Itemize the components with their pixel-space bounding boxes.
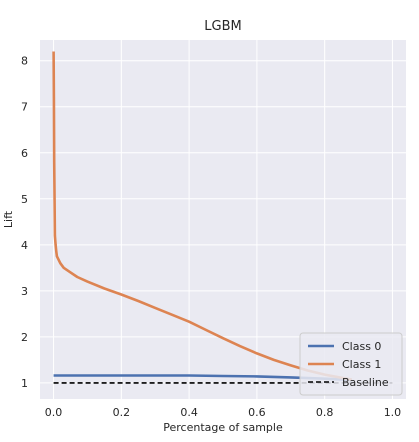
- y-axis-label: Lift: [2, 210, 15, 228]
- x-tick-label: 0.0: [45, 406, 63, 419]
- x-axis-label: Percentage of sample: [163, 421, 283, 434]
- legend-label: Class 1: [342, 358, 381, 371]
- y-tick-label: 7: [21, 101, 28, 114]
- y-tick-label: 8: [21, 55, 28, 68]
- x-axis-ticks: 0.0 0.2 0.4 0.6 0.8 1.0: [45, 406, 401, 419]
- chart-title: LGBM: [204, 19, 241, 34]
- y-tick-label: 4: [21, 239, 28, 252]
- y-tick-label: 3: [21, 285, 28, 298]
- y-tick-label: 6: [21, 147, 28, 160]
- x-tick-label: 0.8: [316, 406, 334, 419]
- grid: [40, 40, 406, 399]
- y-tick-label: 2: [21, 331, 28, 344]
- legend-label: Class 0: [342, 340, 381, 353]
- series-line-class-1: [52, 51, 353, 381]
- legend: Class 0 Class 1 Baseline: [299, 332, 403, 396]
- legend-label: Baseline: [342, 376, 389, 389]
- y-tick-label: 1: [21, 377, 28, 390]
- y-axis-ticks: 1 2 3 4 5 6 7 8: [21, 55, 28, 390]
- x-tick-label: 1.0: [384, 406, 402, 419]
- x-tick-label: 0.6: [248, 406, 266, 419]
- y-tick-label: 5: [21, 193, 28, 206]
- x-tick-label: 0.4: [180, 406, 198, 419]
- x-tick-label: 0.2: [113, 406, 131, 419]
- legend-box: [299, 332, 403, 396]
